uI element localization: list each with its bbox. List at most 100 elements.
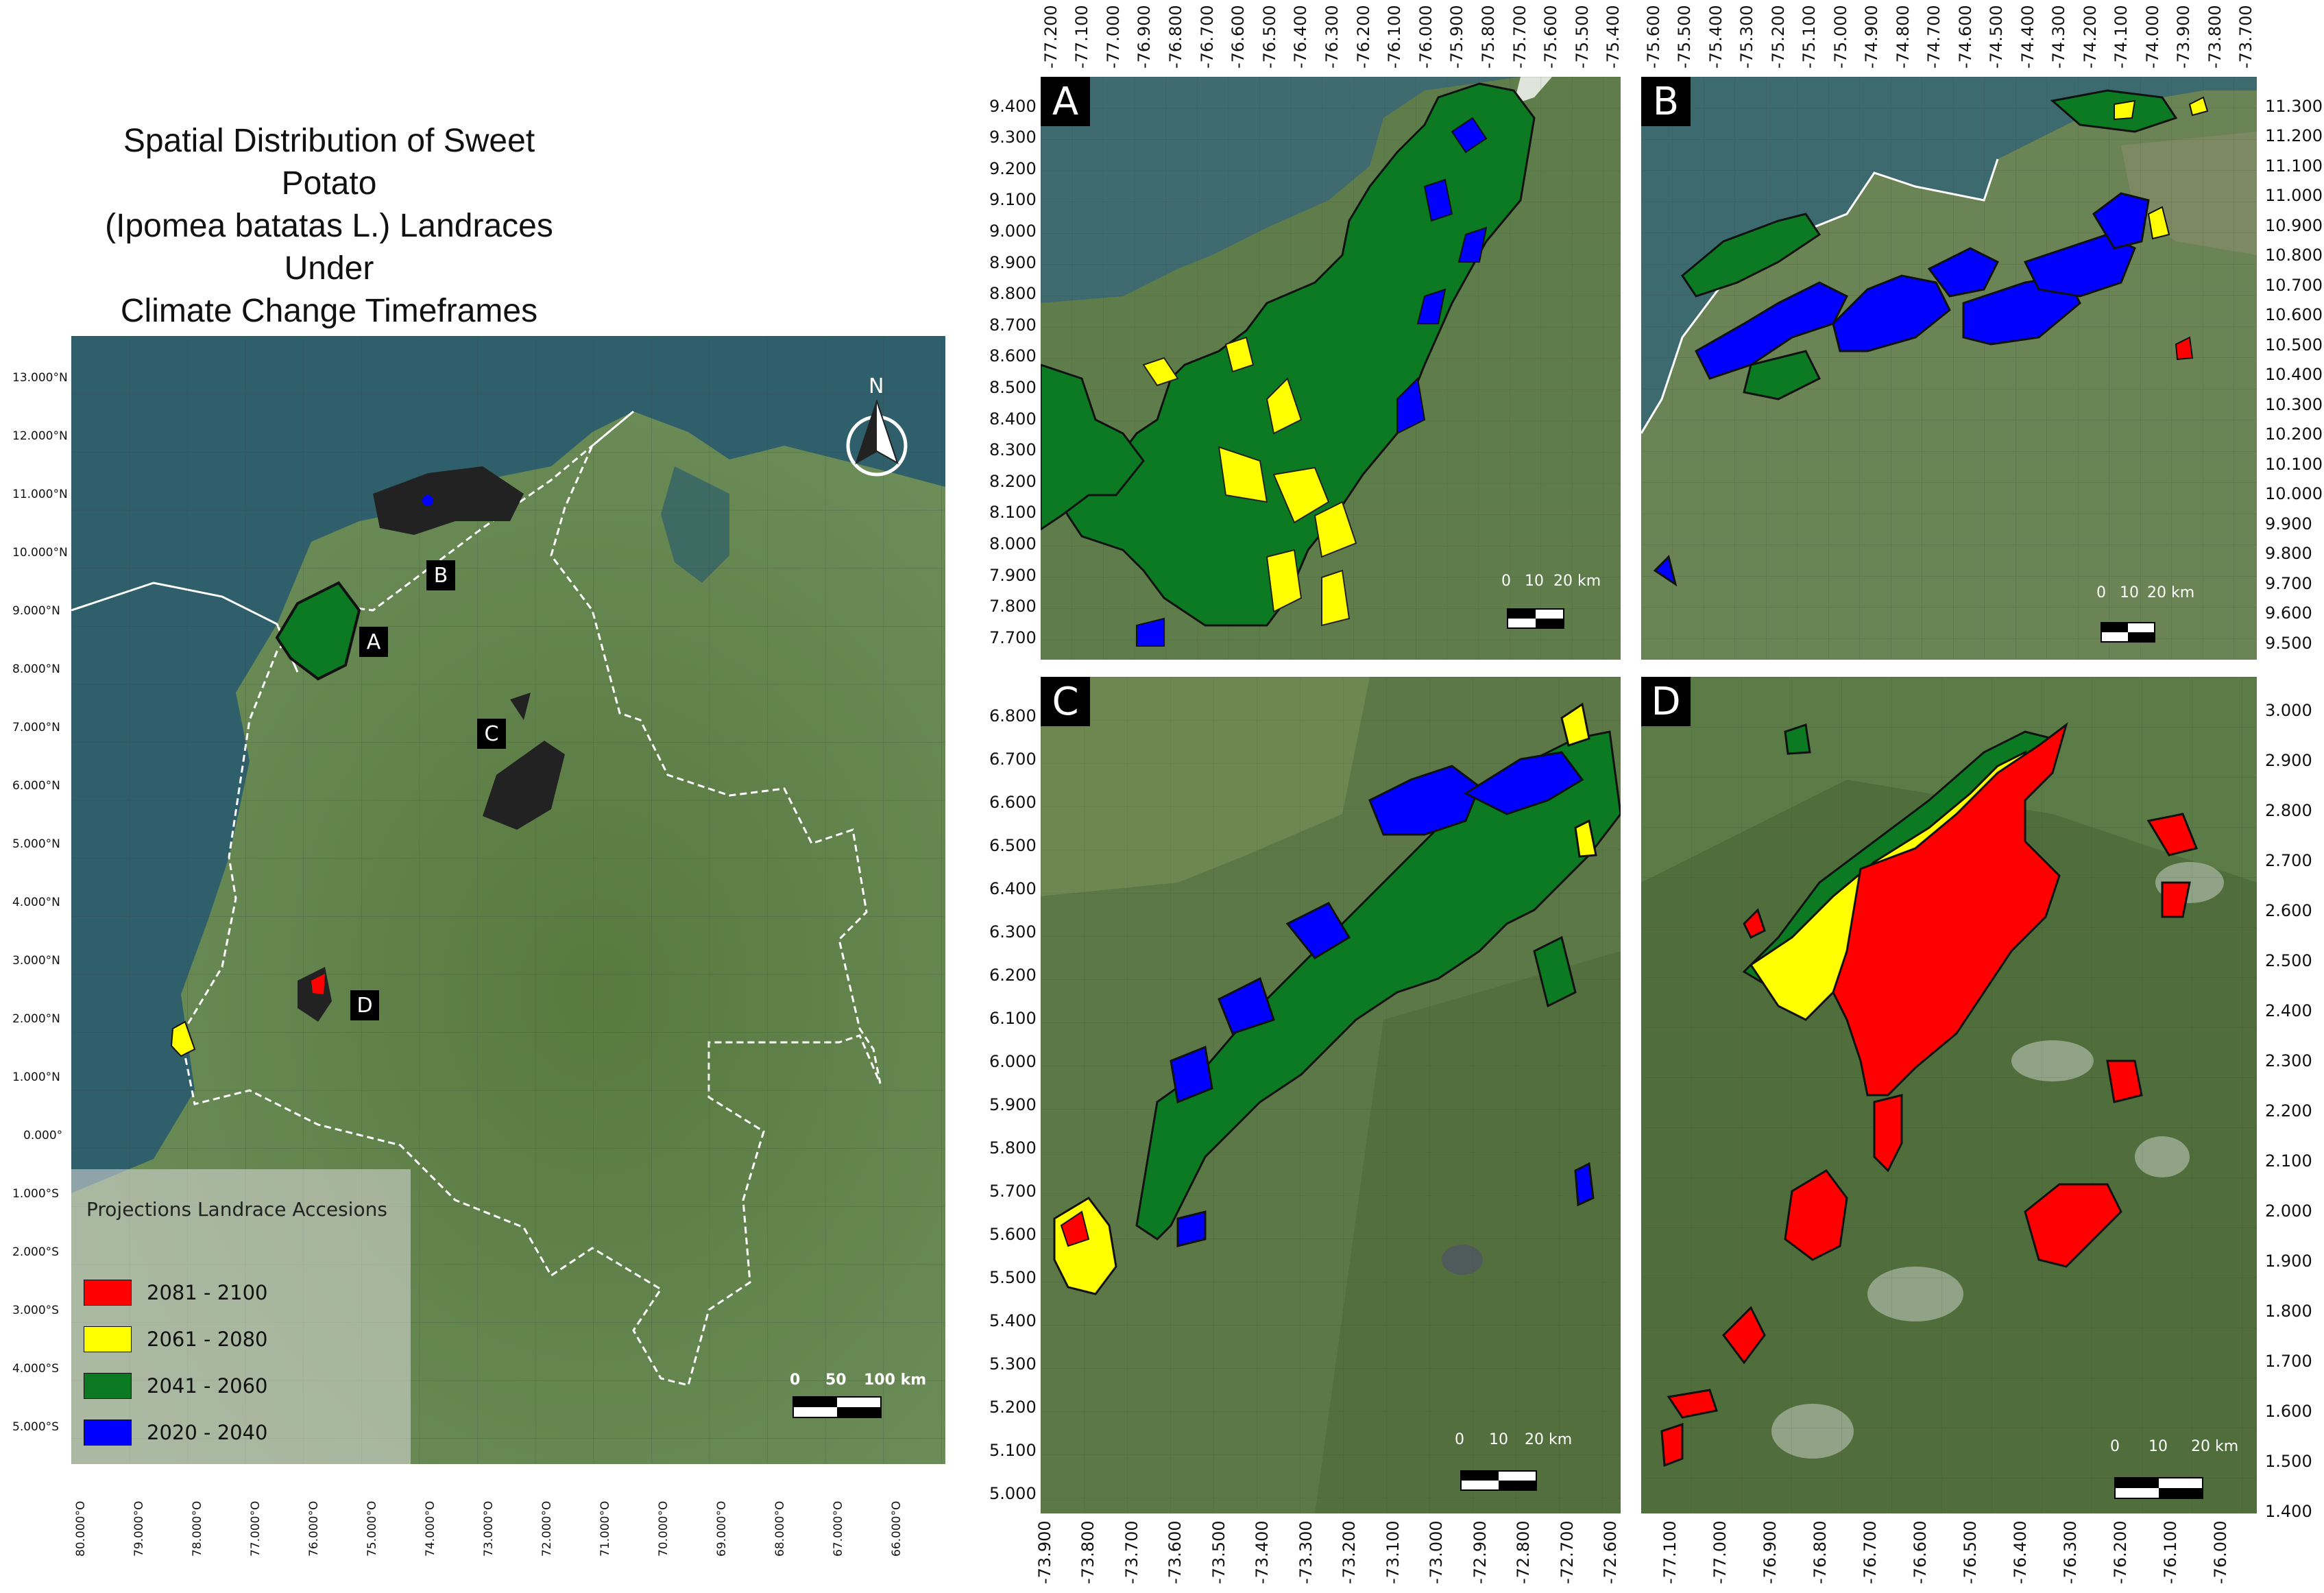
overview-lon-tick: 67.000°O [832,1500,845,1557]
panel-a-lat-tick: 8.100 [989,503,1037,523]
panel-b-lon-tick: -73.700 [2236,5,2256,69]
panel-c-lat-tick: 6.300 [989,922,1037,942]
panel-c-lon-tick: -73.900 [1034,1520,1054,1584]
panel-c-lat-tick: 6.400 [989,878,1037,898]
panel-d-lat-tick: 2.300 [2265,1051,2312,1070]
panel-d-lon-tick: -76.100 [2160,1520,2180,1584]
panel-b-lat-tick: 9.800 [2265,544,2312,564]
panel-a-lat-tick: 8.300 [989,440,1037,460]
panel-a-lon-tick: -76.100 [1385,5,1405,69]
panel-b-lat-tick: 10.000 [2265,484,2323,504]
panel-b-lon-tick: -74.900 [1862,5,1882,69]
north-arrow-icon: N [839,374,915,480]
panel-b-lon-tick: -73.800 [2205,5,2225,69]
panel-a-scale-label-0: 0 [1501,573,1511,590]
legend-title: Projections Landrace Accesions [86,1198,387,1221]
panel-c-map[interactable]: C 0 10 20 km [1041,677,1621,1513]
panel-b-yellow-areas [2114,96,2209,240]
overview-lon-tick: 74.000°O [424,1500,437,1557]
panel-d-lat-tick: 2.100 [2265,1151,2312,1171]
overview-scale-label-0: 0 [790,1372,801,1389]
title-line-1: Spatial Distribution of Sweet Potato [123,123,535,202]
panel-b-lat-tick: 9.500 [2265,633,2312,653]
panel-d-lat-tick: 2.700 [2265,850,2312,870]
overview-lat-tick: 4.000°N [12,896,60,909]
panel-d-lat-tick: 2.800 [2265,800,2312,820]
figure-title: Spatial Distribution of Sweet Potato (Ip… [89,120,569,333]
panel-b-lon-tick: -75.100 [1800,5,1819,69]
panel-a-lon-tick: -75.600 [1541,5,1561,69]
panel-c-lat-tick: 5.400 [989,1310,1037,1330]
overview-lon-tick: 78.000°O [191,1500,204,1557]
overview-lon-tick: 80.000°O [74,1500,88,1557]
panel-b-lon-tick: -75.400 [1706,5,1726,69]
overview-lon-tick: 71.000°O [598,1500,612,1557]
panel-d-lon-tick: -76.300 [2060,1520,2080,1584]
overview-lon-tick: 66.000°O [890,1500,904,1557]
overview-lat-tick: 11.000°N [12,488,68,501]
panel-a-lat-tick: 8.400 [989,409,1037,429]
panel-d-lon-tick: -76.900 [1760,1520,1780,1584]
panel-a-lat-tick: 9.200 [989,158,1037,178]
overview-lon-tick: 72.000°O [540,1500,554,1557]
panel-c-lon-tick: -72.600 [1601,1520,1621,1584]
panel-a-lon-tick: -76.000 [1416,5,1436,69]
panel-d-lat-tick: 1.400 [2265,1501,2312,1521]
panel-c-scale-label-20: 20 km [1525,1431,1573,1448]
panel-c-lon-tick: -73.500 [1209,1520,1228,1584]
overview-lat-tick: 2.000°N [12,1012,60,1026]
panel-a-lon-tick: -75.500 [1572,5,1592,69]
overview-lat-tick: 1.000°S [12,1187,59,1201]
panel-b-lat-tick: 9.600 [2265,603,2312,623]
panel-a-lat-tick: 8.800 [989,284,1037,304]
panel-b-map[interactable]: B 0 10 20 km [1641,77,2257,660]
panel-c-lat-tick: 6.500 [989,835,1037,855]
panel-a-map[interactable]: A 0 10 20 km [1041,77,1621,660]
panel-b-lat-tick: 11.000 [2265,186,2323,206]
panel-c-lat-tick: 5.800 [989,1138,1037,1158]
panel-d-scale-label-10: 10 [2149,1438,2168,1455]
panel-b-lon-tick: -74.100 [2111,5,2131,69]
overview-lon-tick: 77.000°O [249,1500,263,1557]
panel-a-scale-bar [1507,608,1564,629]
panel-a-lat-tick: 8.200 [989,471,1037,491]
site-label-a: A [359,627,388,657]
panel-b-blue-areas [1653,192,2150,587]
panel-b-scale-label-10: 10 [2120,584,2139,601]
overview-lon-tick: 70.000°O [657,1500,670,1557]
panel-a-lat-tick: 8.600 [989,346,1037,366]
panel-c-lat-tick: 6.100 [989,1008,1037,1028]
panel-d-lon-tick: -76.800 [1810,1520,1830,1584]
panel-a-lon-tick: -76.900 [1135,5,1154,69]
panel-d-lat-tick: 2.500 [2265,950,2312,970]
overview-lat-tick: 3.000°N [12,954,60,968]
overview-lat-tick: 4.000°S [12,1362,59,1376]
panel-c-lon-tick: -73.600 [1165,1520,1185,1584]
panel-d-red-areas [1660,722,2199,1468]
panel-a-lon-tick: -76.300 [1322,5,1342,69]
panel-a-lon-tick: -77.000 [1103,5,1123,69]
panel-a-lat-tick: 9.000 [989,221,1037,241]
panel-d-map[interactable]: D 0 10 20 km [1641,677,2257,1513]
panel-c-lat-tick: 5.300 [989,1354,1037,1374]
panel-d-lat-tick: 1.700 [2265,1351,2312,1371]
panel-a-canvas [1041,77,1621,660]
panel-a-lon-tick: -76.600 [1228,5,1248,69]
panel-b-lat-tick: 10.600 [2265,305,2323,325]
legend-item-2020-2040: 2020 - 2040 [84,1417,268,1448]
title-line-2: (Ipomea batatas L.) Landraces Under [105,208,553,287]
panel-a-lon-tick: -75.700 [1510,5,1529,69]
panel-a-lat-tick: 8.900 [989,252,1037,272]
panel-a-lon-tick: -76.700 [1197,5,1217,69]
panel-b-lat-tick: 9.900 [2265,514,2312,534]
panel-d-lat-tick: 2.900 [2265,750,2312,770]
panel-d-scale-label-20: 20 km [2191,1438,2239,1455]
overview-lat-tick: 9.000°N [12,604,60,618]
panel-d-lat-tick: 2.000 [2265,1201,2312,1221]
panel-a-lon-tick: -77.200 [1041,5,1061,69]
panel-d-lon-tick: -76.000 [2210,1520,2230,1584]
panel-c-lat-tick: 5.500 [989,1267,1037,1287]
panel-d-canvas [1641,677,2257,1513]
overview-lon-tick: 73.000°O [482,1500,496,1557]
legend-label: 2061 - 2080 [147,1328,268,1351]
